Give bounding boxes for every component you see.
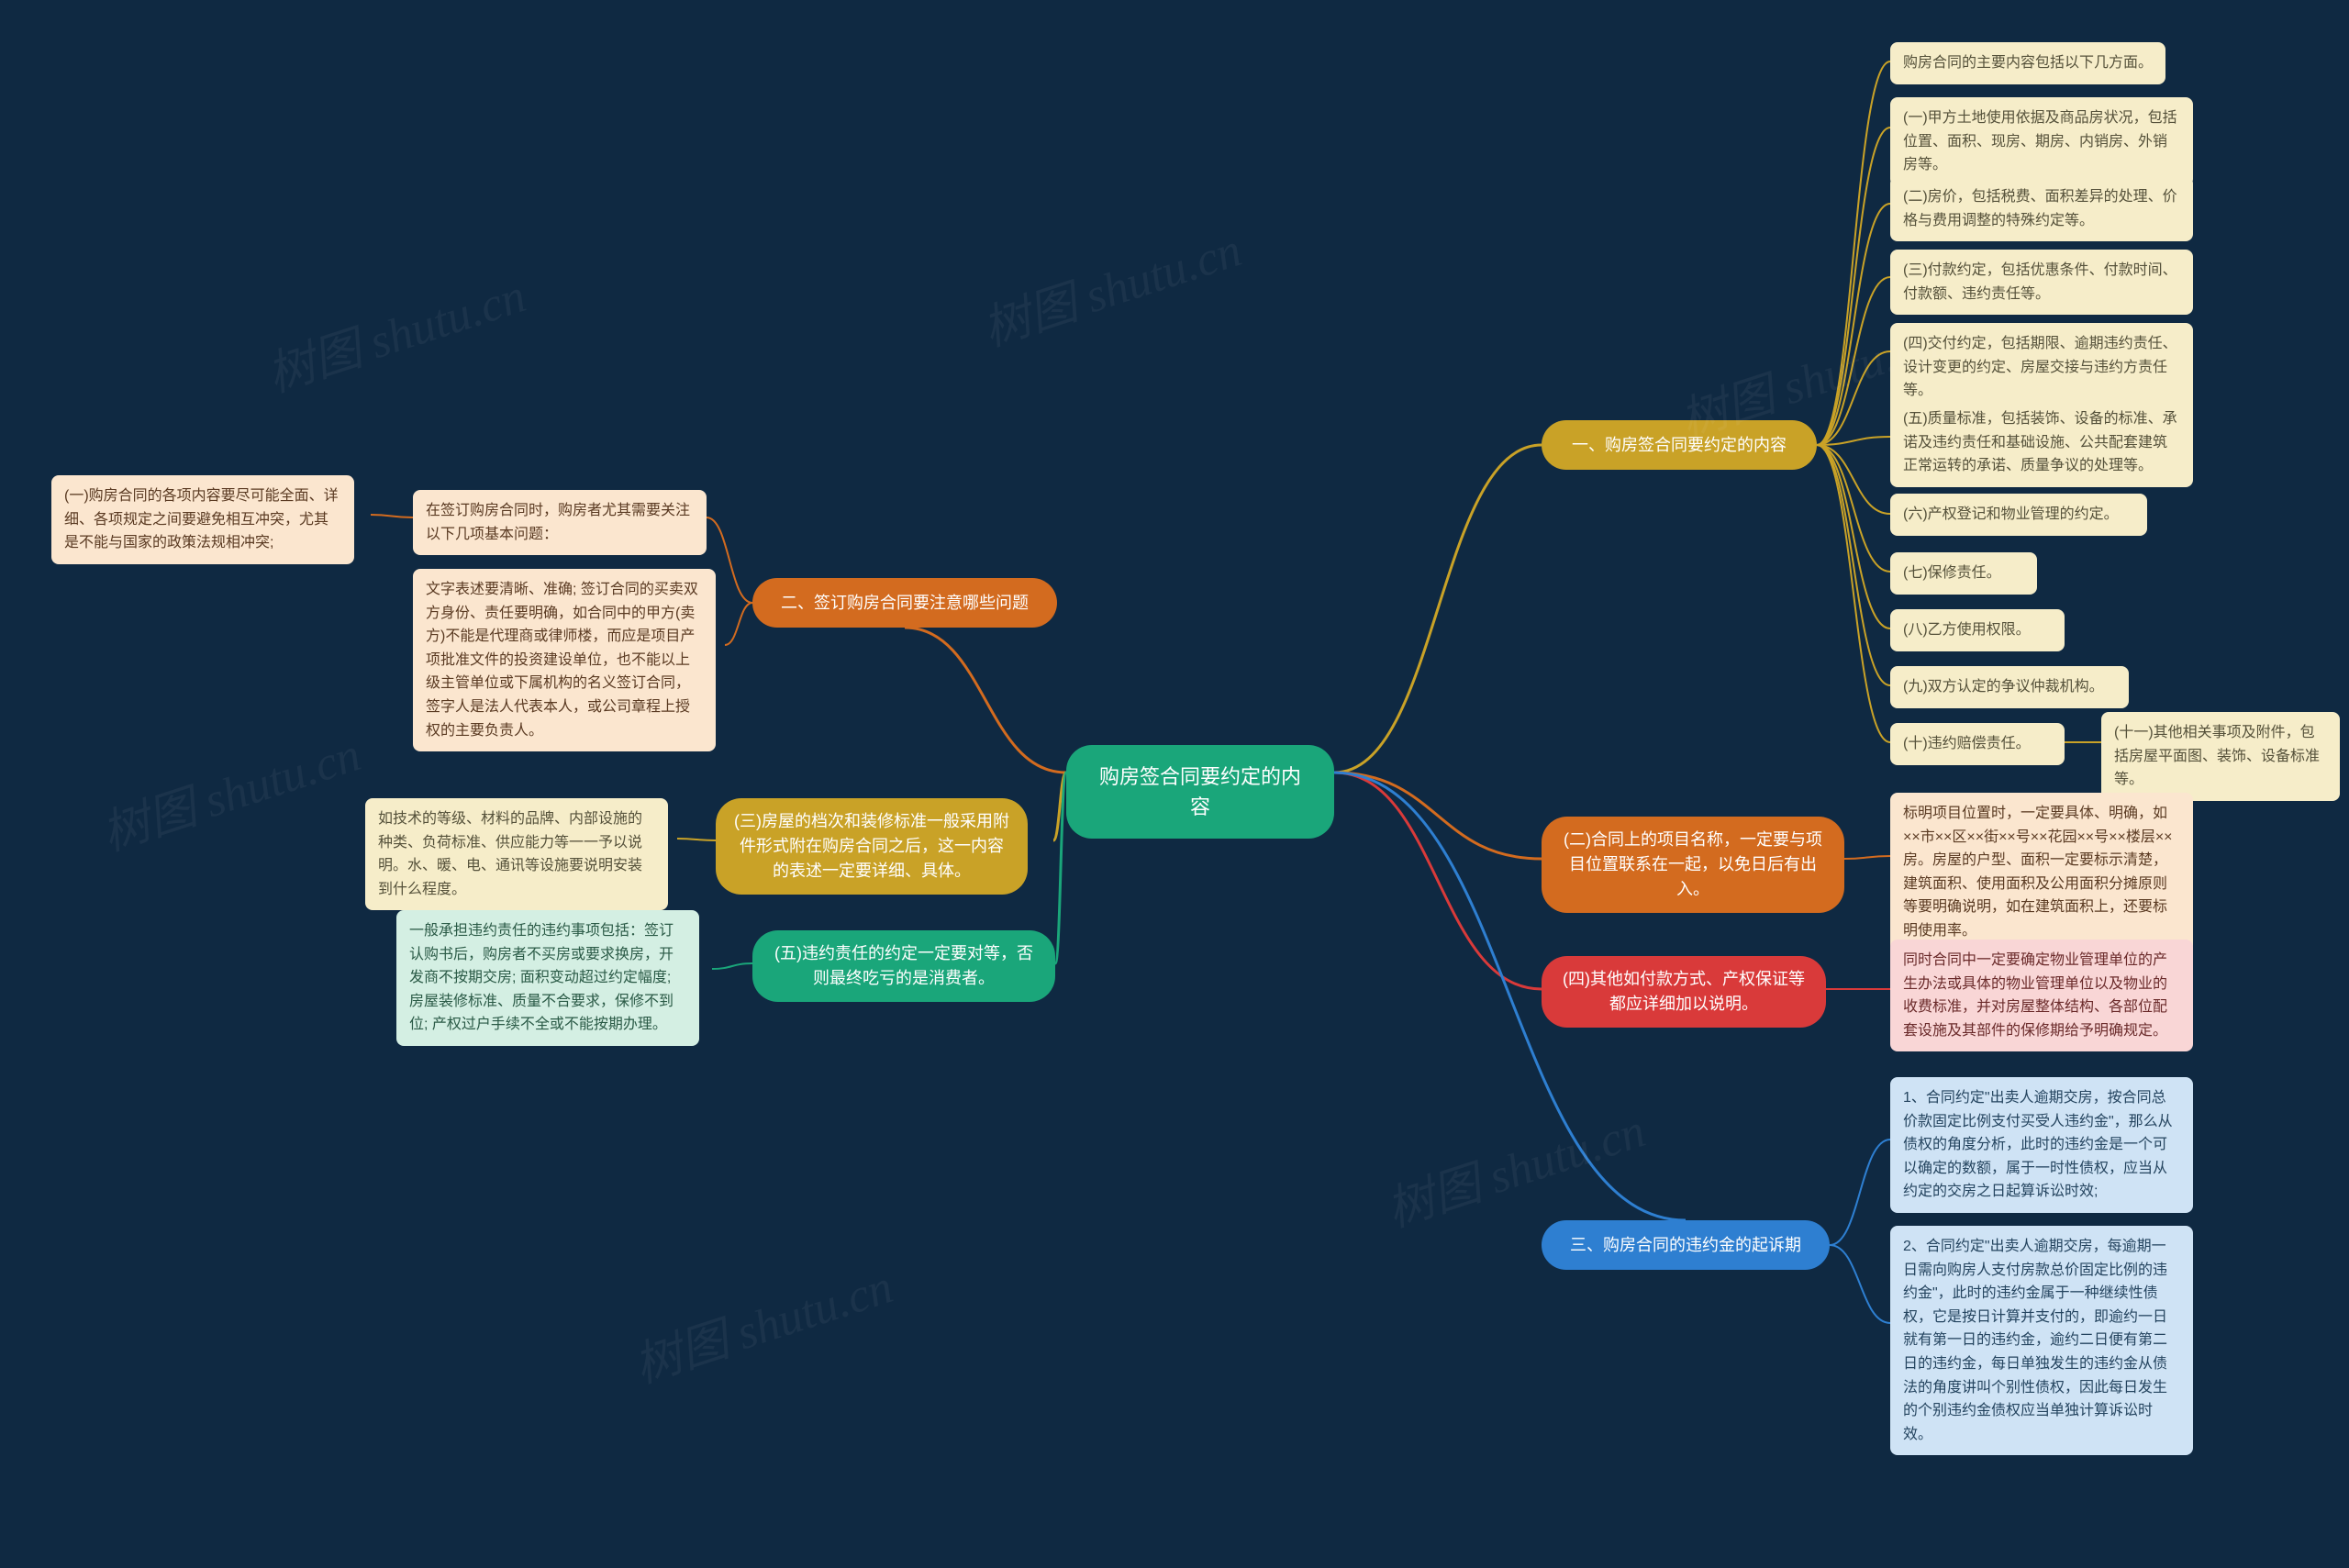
branch-node[interactable]: 二、签订购房合同要注意哪些问题 [752,578,1057,628]
leaf-sub-node[interactable]: (一)购房合同的各项内容要尽可能全面、详细、各项规定之间要避免相互冲突，尤其是不… [51,475,354,564]
root-node[interactable]: 购房签合同要约定的内容 [1066,745,1334,839]
watermark: 树图 shutu.cn [92,716,368,863]
leaf-node[interactable]: 同时合同中一定要确定物业管理单位的产生办法或具体的物业管理单位以及物业的收费标准… [1890,940,2193,1051]
leaf-sub-node[interactable]: (十一)其他相关事项及附件，包括房屋平面图、装饰、设备标准等。 [2101,712,2340,801]
watermark: 树图 shutu.cn [1376,1092,1653,1240]
branch-node[interactable]: 三、购房合同的违约金的起诉期 [1542,1220,1830,1270]
branch-node[interactable]: (三)房屋的档次和装修标准一般采用附件形式附在购房合同之后，这一内容的表述一定要… [716,798,1028,895]
branch-node[interactable]: (四)其他如付款方式、产权保证等都应详细加以说明。 [1542,956,1826,1028]
leaf-node[interactable]: (九)双方认定的争议仲裁机构。 [1890,666,2129,708]
leaf-node[interactable]: (八)乙方使用权限。 [1890,609,2065,651]
leaf-node[interactable]: 1、合同约定"出卖人逾期交房，按合同总价款固定比例支付买受人违约金"，那么从债权… [1890,1077,2193,1213]
leaf-node[interactable]: 标明项目位置时，一定要具体、明确，如××市××区××街××号××花园××号××楼… [1890,793,2193,952]
watermark: 树图 shutu.cn [624,1248,900,1396]
watermark: 树图 shutu.cn [973,211,1249,359]
leaf-node[interactable]: 如技术的等级、材料的品牌、内部设施的种类、负荷标准、供应能力等一一予以说明。水、… [365,798,668,910]
branch-node[interactable]: 一、购房签合同要约定的内容 [1542,420,1817,470]
leaf-node[interactable]: 在签订购房合同时，购房者尤其需要关注以下几项基本问题： [413,490,707,555]
leaf-node[interactable]: (二)房价，包括税费、面积差异的处理、价格与费用调整的特殊约定等。 [1890,176,2193,241]
watermark: 树图 shutu.cn [257,257,533,405]
leaf-node[interactable]: 购房合同的主要内容包括以下几方面。 [1890,42,2165,84]
leaf-node[interactable]: (七)保修责任。 [1890,552,2037,595]
leaf-node[interactable]: 2、合同约定"出卖人逾期交房，每逾期一日需向购房人支付房款总价固定比例的违约金"… [1890,1226,2193,1455]
leaf-node[interactable]: (六)产权登记和物业管理的约定。 [1890,494,2147,536]
leaf-node[interactable]: (一)甲方土地使用依据及商品房状况，包括位置、面积、现房、期房、内销房、外销房等… [1890,97,2193,186]
leaf-node[interactable]: 一般承担违约责任的违约事项包括：签订认购书后，购房者不买房或要求换房，开发商不按… [396,910,699,1046]
leaf-node[interactable]: 文字表述要清晰、准确; 签订合同的买卖双方身份、责任要明确，如合同中的甲方(卖方… [413,569,716,751]
leaf-node[interactable]: (十)违约赔偿责任。 [1890,723,2065,765]
leaf-node[interactable]: (五)质量标准，包括装饰、设备的标准、承诺及违约责任和基础设施、公共配套建筑正常… [1890,398,2193,487]
branch-node[interactable]: (五)违约责任的约定一定要对等，否则最终吃亏的是消费者。 [752,930,1055,1002]
branch-node[interactable]: (二)合同上的项目名称，一定要与项目位置联系在一起，以免日后有出入。 [1542,817,1844,913]
leaf-node[interactable]: (三)付款约定，包括优惠条件、付款时间、付款额、违约责任等。 [1890,250,2193,315]
